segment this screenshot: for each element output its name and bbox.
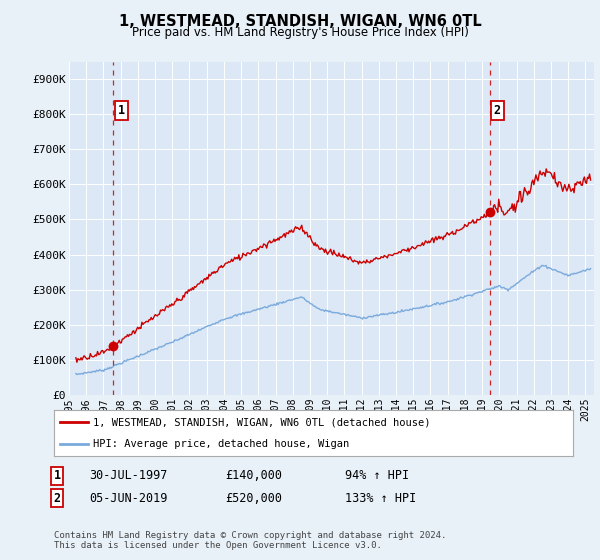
Text: HPI: Average price, detached house, Wigan: HPI: Average price, detached house, Wiga…: [93, 440, 349, 450]
Text: 1, WESTMEAD, STANDISH, WIGAN, WN6 0TL: 1, WESTMEAD, STANDISH, WIGAN, WN6 0TL: [119, 14, 481, 29]
Point: [485, 208, 494, 217]
Text: 94% ↑ HPI: 94% ↑ HPI: [345, 469, 409, 482]
Text: 1: 1: [53, 469, 61, 482]
Text: Contains HM Land Registry data © Crown copyright and database right 2024.
This d: Contains HM Land Registry data © Crown c…: [54, 531, 446, 550]
Text: 30-JUL-1997: 30-JUL-1997: [89, 469, 167, 482]
Point: [109, 341, 118, 350]
Text: 2: 2: [53, 492, 61, 505]
Text: 133% ↑ HPI: 133% ↑ HPI: [345, 492, 416, 505]
Text: £520,000: £520,000: [225, 492, 282, 505]
Text: Price paid vs. HM Land Registry's House Price Index (HPI): Price paid vs. HM Land Registry's House …: [131, 26, 469, 39]
Text: £140,000: £140,000: [225, 469, 282, 482]
Text: 1, WESTMEAD, STANDISH, WIGAN, WN6 0TL (detached house): 1, WESTMEAD, STANDISH, WIGAN, WN6 0TL (d…: [93, 417, 430, 427]
Text: 1: 1: [118, 104, 125, 117]
Text: 05-JUN-2019: 05-JUN-2019: [89, 492, 167, 505]
Text: 2: 2: [494, 104, 501, 117]
